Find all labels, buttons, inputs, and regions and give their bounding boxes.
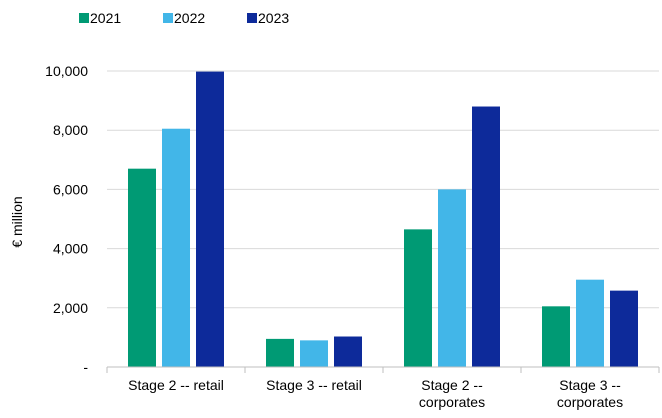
bar-2021 (128, 168, 156, 367)
y-axis-label: € million (9, 196, 25, 247)
bar-2022 (300, 340, 328, 367)
legend: 2021 2022 2023 (79, 10, 289, 26)
legend-label-2022: 2022 (174, 10, 205, 26)
y-tick-label: 6,000 (53, 181, 88, 197)
y-tick-label: 10,000 (45, 63, 88, 79)
axes (106, 366, 660, 373)
bar-2023 (334, 336, 362, 367)
x-tick-label: Stage 2 -- (421, 377, 483, 393)
legend-label-2021: 2021 (90, 10, 121, 26)
x-tick-label: corporates (557, 394, 623, 410)
y-tick-label: - (83, 359, 88, 375)
y-tick-label: 8,000 (53, 122, 88, 138)
bar-2022 (438, 189, 466, 367)
bar-2022 (162, 128, 190, 367)
x-tick-labels: Stage 2 -- retail Stage 3 -- retail Stage … (128, 377, 623, 410)
bar-2023 (472, 106, 500, 368)
bars (128, 71, 638, 368)
x-tick-label: Stage 3 -- retail (266, 377, 362, 393)
bar-2021 (542, 306, 570, 367)
bar-2022 (576, 279, 604, 367)
legend-swatch-2023 (247, 13, 257, 23)
legend-swatch-2022 (163, 13, 173, 23)
bar-2021 (404, 229, 432, 367)
legend-label-2023: 2023 (258, 10, 289, 26)
y-tick-label: 4,000 (53, 241, 88, 257)
y-tick-labels: - 2,000 4,000 6,000 8,000 10,000 (45, 63, 88, 375)
bar-2023 (196, 71, 224, 367)
legend-swatch-2021 (79, 13, 89, 23)
x-tick-label: corporates (419, 394, 485, 410)
x-tick-label: Stage 3 -- (559, 377, 621, 393)
bar-2023 (610, 290, 638, 367)
x-tick-label: Stage 2 -- retail (128, 377, 224, 393)
y-tick-label: 2,000 (53, 300, 88, 316)
bar-2021 (266, 338, 294, 367)
